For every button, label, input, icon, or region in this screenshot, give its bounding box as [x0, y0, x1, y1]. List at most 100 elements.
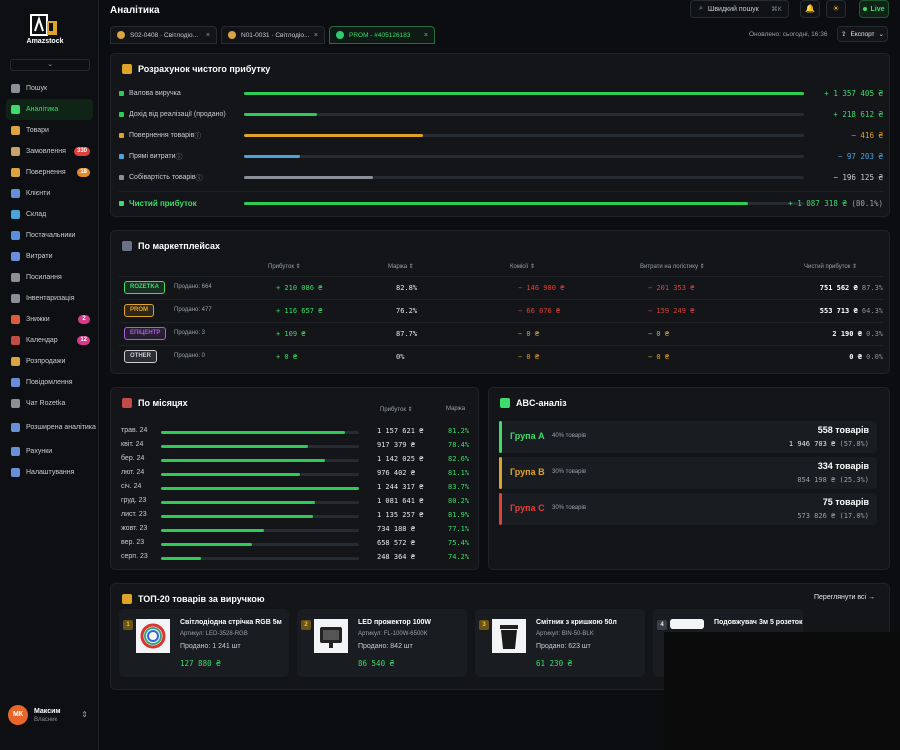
marketplace-row[interactable]: ROZETKA Продано: 664 + 210 086 ₴ 82.8% − 146…	[119, 276, 883, 298]
sidebar-item-label: Пошук	[26, 84, 48, 92]
count-badge: 12	[77, 336, 90, 345]
group-share: 30% товарів	[552, 505, 587, 511]
advanced-chart-icon	[11, 423, 20, 432]
count-badge: 2	[78, 315, 90, 324]
marketplace-icon	[117, 31, 125, 39]
sidebar-item[interactable]: Клієнти	[0, 183, 99, 204]
sidebar-item[interactable]: Календар 12	[0, 330, 99, 351]
tab-bar: S02-0408 · Світлодіо... × N01-0031 · Світл…	[110, 26, 890, 44]
net-profit-label: Чистий прибуток	[129, 199, 197, 208]
month-margin: 80.2%	[448, 497, 470, 505]
sidebar-item[interactable]: Рахунки	[0, 441, 99, 462]
abc-group[interactable]: Група B 30% товарів 334 товарів 854 198 ₴ (…	[499, 457, 877, 489]
abc-group[interactable]: Група A 40% товарів 558 товарів 1 946 703 ₴…	[499, 421, 877, 453]
user-profile[interactable]: МК Максим Власник ⇕	[8, 704, 92, 726]
message-icon	[11, 378, 20, 387]
tab[interactable]: N01-0031 · Світлодіо... ×	[221, 26, 325, 44]
sidebar-item[interactable]: Пошук	[0, 78, 99, 99]
sidebar-item[interactable]: Повернення 18	[0, 162, 99, 183]
top-title: ТОП-20 товарів за виручкою	[122, 594, 265, 604]
info-icon[interactable]: ⓘ	[175, 153, 183, 161]
count-badge: 18	[77, 168, 90, 177]
group-revenue-value: 573 826 ₴	[797, 512, 836, 520]
month-bar	[161, 557, 359, 560]
months-title: По місяцях	[122, 398, 188, 408]
quick-search-button[interactable]: ⌕ Швидкий пошук ⌘K	[690, 0, 789, 18]
export-button[interactable]: ⇪ Експорт ⌄	[837, 26, 888, 42]
marketplace-row[interactable]: ЕПІЦЕНТР Продано: 3 + 109 ₴ 87.7% − 0 ₴ − 0 ₴…	[119, 322, 883, 344]
info-icon[interactable]: ⓘ	[194, 132, 202, 140]
tab[interactable]: PROM - #405126183 ×	[329, 26, 435, 44]
sidebar-item[interactable]: Постачальники	[0, 225, 99, 246]
sale-icon	[11, 357, 20, 366]
marketplace-card: По маркетплейсах Прибуток ⇕ Маржа ⇕ Комі…	[110, 230, 890, 374]
top-product-card[interactable]: 3 Смітник з кришкою 50л Артикул: BIN-50-BL…	[475, 609, 645, 677]
marketplace-row[interactable]: OTHER Продано: 0 + 0 ₴ 0% − 0 ₴ − 0 ₴ 0 ₴ 0.0%	[119, 345, 883, 367]
month-margin: 78.4%	[448, 441, 470, 449]
live-button[interactable]: Live	[859, 0, 889, 18]
sidebar-item[interactable]: Знижки 2	[0, 309, 99, 330]
info-icon[interactable]: ⓘ	[195, 174, 203, 182]
see-all-link[interactable]: Переглянути всі →	[814, 594, 876, 601]
profit-row-value: − 196 125 ₴	[833, 173, 883, 182]
month-bar-fill	[161, 543, 253, 546]
col-header-month-profit[interactable]: Прибуток ⇕	[380, 407, 413, 413]
product-image	[670, 619, 704, 629]
marketplace-logistics: − 0 ₴	[648, 330, 670, 338]
close-icon[interactable]: ×	[205, 31, 210, 39]
top-title-text: ТОП-20 товарів за виручкою	[138, 594, 265, 604]
net-percent: 64.3%	[861, 307, 883, 315]
marketplace-badge: PROM	[124, 304, 154, 317]
col-header-profit[interactable]: Прибуток ⇕	[268, 264, 301, 270]
sidebar: Amazstock ⌄ Пошук Аналітика Товари Замовлен…	[0, 0, 99, 750]
top-product-card[interactable]: 1 Світлодіодна стрічка RGB 5м Артикул: LED…	[119, 609, 289, 677]
month-value: 734 188 ₴	[377, 525, 415, 533]
abc-group[interactable]: Група C 30% товарів 75 товарів 573 826 ₴ (1…	[499, 493, 877, 525]
sidebar-item[interactable]: Склад	[0, 204, 99, 225]
month-bar-fill	[161, 501, 316, 504]
month-label: бер. 24	[121, 455, 145, 462]
month-bar-fill	[161, 529, 264, 532]
close-icon[interactable]: ×	[313, 31, 318, 39]
sun-icon[interactable]: ☀	[826, 0, 846, 18]
group-color-bar	[499, 421, 502, 453]
sidebar-item[interactable]: Розпродажи	[0, 351, 99, 372]
marketplace-badge: OTHER	[124, 350, 157, 363]
sidebar-item-label: Знижки	[26, 315, 50, 323]
col-header-logistics[interactable]: Витрати на логістику ⇕	[640, 264, 705, 270]
product-name: Смітник з кришкою 50л	[536, 619, 617, 626]
bell-icon[interactable]: 🔔	[800, 0, 820, 18]
marketplace-title-text: По маркетплейсах	[138, 241, 221, 251]
sidebar-item[interactable]: Товари	[0, 120, 99, 141]
profit-bar	[244, 176, 804, 179]
marketplace-row[interactable]: PROM Продано: 477 + 116 657 ₴ 76.2% − 66 076…	[119, 299, 883, 321]
sidebar-item[interactable]: Чат Rozetka	[0, 393, 99, 414]
col-header-margin[interactable]: Маржа ⇕	[388, 264, 414, 270]
tab[interactable]: S02-0408 · Світлодіо... ×	[110, 26, 217, 44]
sidebar-item[interactable]: Замовлення 330	[0, 141, 99, 162]
product-image	[492, 619, 526, 653]
sidebar-item-label: Чат Rozetka	[26, 399, 66, 407]
col-header-net[interactable]: Чистий прибуток ⇕	[804, 264, 858, 270]
sidebar-item[interactable]: Розширена аналітика	[0, 414, 99, 441]
sidebar-item[interactable]: Витрати	[0, 246, 99, 267]
sidebar-item[interactable]: Повідомлення	[0, 372, 99, 393]
month-bar	[161, 473, 359, 476]
net-profit-row: Чистий прибуток + 1 087 318 ₴ (80.1%)	[119, 197, 883, 210]
month-label: вер. 23	[121, 539, 145, 546]
sidebar-item[interactable]: Інвентаризація	[0, 288, 99, 309]
close-icon[interactable]: ×	[423, 31, 428, 39]
profit-title: Розрахунок чистого прибутку	[122, 64, 270, 74]
top-product-card[interactable]: 2 LED прожектор 100W Артикул: FL-100W-6500…	[297, 609, 467, 677]
month-row: вер. 23 658 572 ₴ 75.4%	[119, 537, 471, 551]
sidebar-item[interactable]: Налаштування	[0, 462, 99, 483]
profit-row-value: − 97 203 ₴	[837, 152, 883, 161]
net-profit-icon	[119, 201, 124, 206]
col-header-commission[interactable]: Комісії ⇕	[510, 264, 535, 270]
sidebar-collapse-button[interactable]: ⌄	[10, 59, 90, 71]
sidebar-item[interactable]: Посилання	[0, 267, 99, 288]
sidebar-item[interactable]: Аналітика	[6, 99, 93, 120]
sidebar-item-label: Рахунки	[26, 447, 53, 455]
profit-row-value: + 1 357 405 ₴	[824, 89, 883, 98]
chevron-updown-icon[interactable]: ⇕	[81, 710, 88, 719]
